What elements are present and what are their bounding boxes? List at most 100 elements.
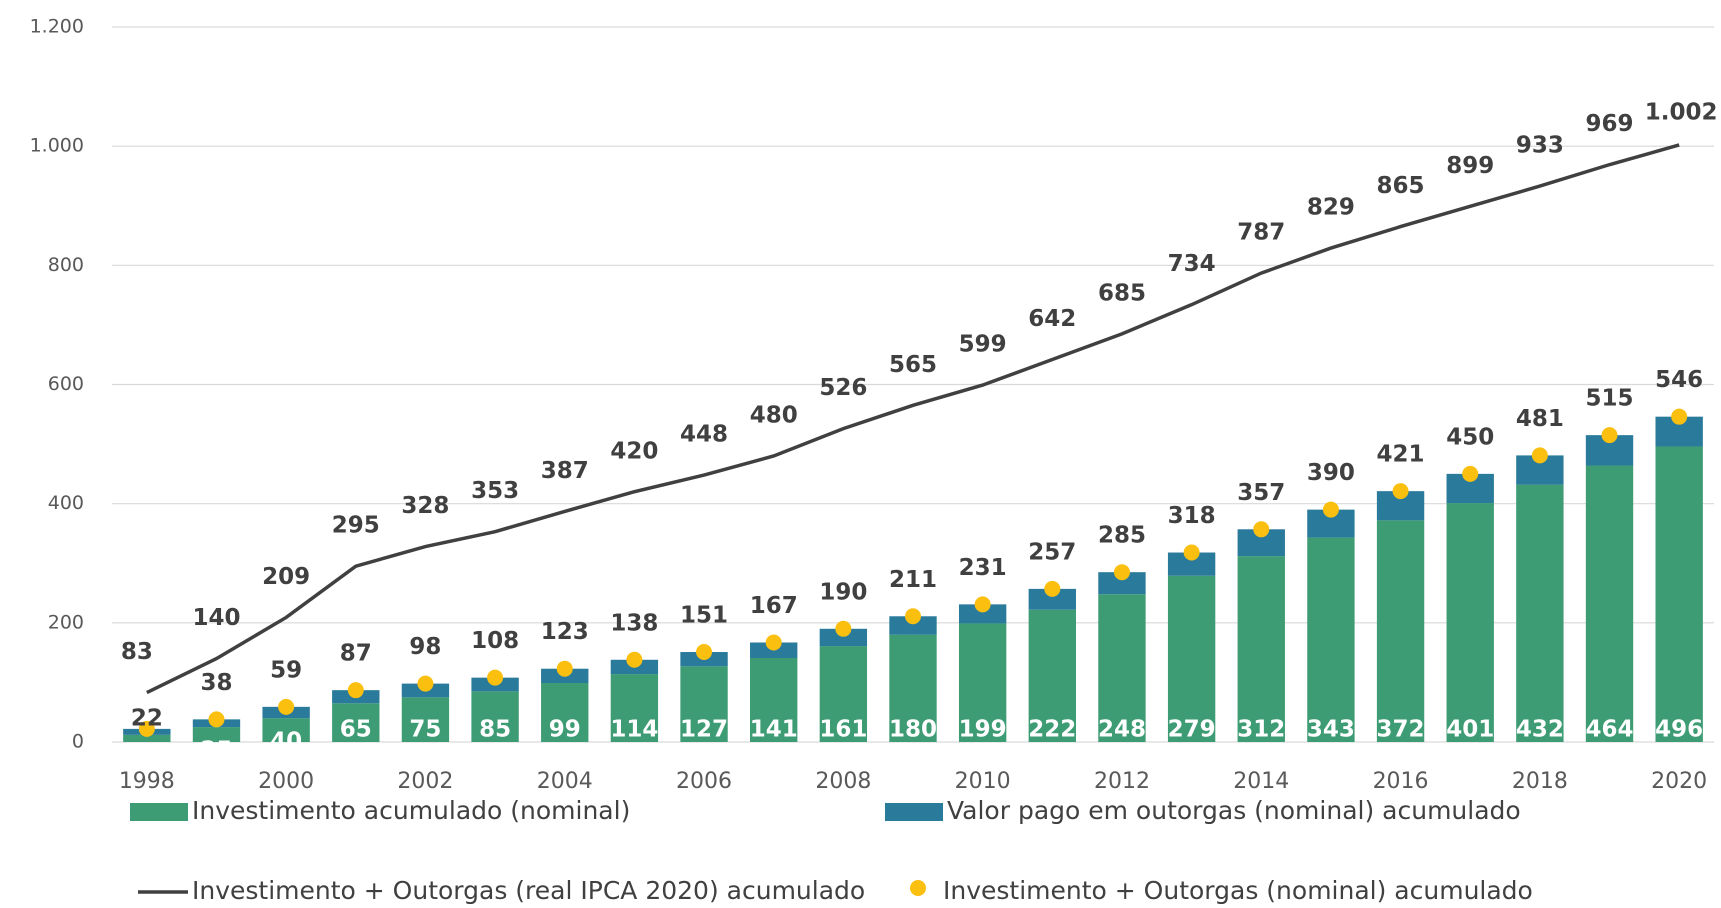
bar [1028,609,1076,742]
bar [1655,446,1703,742]
line-label: 969 [1586,111,1634,137]
bar [541,683,589,742]
bar [1167,552,1216,576]
total-label: 138 [610,610,658,636]
line-label: 526 [819,375,867,401]
bar [1098,572,1146,595]
total-label: 87 [340,641,372,667]
bar [1167,575,1216,742]
dot [905,608,921,625]
dot [1531,447,1548,464]
bar [123,734,171,742]
dot [1601,427,1618,444]
total-label: 546 [1655,367,1703,393]
dot [974,596,991,613]
y-tick-label: 400 [48,492,84,514]
total-label: 98 [409,634,441,660]
y-tick-label: 200 [48,611,84,633]
bar-label: 343 [1307,717,1355,743]
bar [401,697,450,742]
bar [819,646,868,742]
dot [626,651,643,668]
dot [556,660,573,677]
total-label: 481 [1516,406,1564,432]
bar [958,623,1007,742]
y-tick-label: 600 [48,373,84,395]
bar-label: 65 [340,717,372,743]
x-tick-label: 2004 [537,769,593,794]
bar [1237,556,1285,742]
line-label: 933 [1516,133,1564,159]
line-label: 734 [1168,251,1216,277]
bar-label: 496 [1655,717,1703,743]
bar-label: 127 [680,717,728,743]
line-label: 328 [401,493,449,519]
bar-label: 432 [1516,717,1564,743]
total-label: 211 [889,567,937,593]
legend-label: Investimento + Outorgas (nominal) acumul… [943,876,1533,905]
bar-label: 141 [750,717,798,743]
total-label: 167 [750,593,798,619]
total-label: 515 [1586,386,1634,412]
total-label: 108 [471,628,519,654]
dot [208,711,225,728]
total-label: 390 [1307,460,1355,486]
bar-label: 99 [549,717,581,743]
x-tick-label: 2010 [955,769,1011,794]
line-label: 420 [610,438,658,464]
y-tick-label: 1.200 [30,16,84,38]
line-label: 685 [1098,280,1146,306]
x-tick-label: 1998 [119,769,175,794]
dot [765,634,782,651]
bar-label: 248 [1098,717,1146,743]
total-label: 257 [1028,539,1076,565]
line-label: 448 [680,422,728,448]
bar [1098,594,1146,742]
dot [1253,521,1270,538]
dot [417,675,434,692]
bar-label: 372 [1377,717,1425,743]
x-tick-label: 2000 [258,769,314,794]
total-label: 59 [270,657,302,683]
bar-label: 85 [479,717,511,743]
x-tick-label: 2016 [1373,769,1429,794]
dot [1183,544,1200,561]
x-tick-label: 2002 [397,769,453,794]
legend-label: Valor pago em outorgas (nominal) acumula… [947,796,1521,825]
line-label: 480 [750,403,798,429]
legend-label: Investimento acumulado (nominal) [192,796,630,825]
x-tick-label: 2008 [815,769,871,794]
dot [1044,580,1061,597]
bar [332,703,380,742]
line-label: 599 [959,332,1007,358]
line-label: 865 [1377,173,1425,199]
x-tick-label: 2020 [1651,769,1707,794]
line-label: 1.002 [1645,99,1718,125]
dot [1392,483,1409,500]
dot [1671,408,1688,425]
y-tick-label: 0 [72,731,84,753]
bar-label: 464 [1586,717,1634,743]
bar [958,604,1007,624]
bar-label: 40 [270,729,302,755]
dot [1462,465,1479,482]
bar [1376,520,1425,742]
line [146,143,1680,695]
total-label: 190 [819,579,867,605]
x-tick-label: 2012 [1094,769,1150,794]
total-label: 123 [541,619,589,645]
bar-label: 199 [959,717,1007,743]
line-label: 829 [1307,195,1355,221]
total-label: 22 [131,705,163,731]
line-label: 899 [1446,153,1494,179]
bar-label: 161 [819,717,867,743]
legend-swatch [885,803,943,821]
bar [1585,465,1634,742]
total-label: 38 [200,670,232,696]
bar [1446,503,1494,742]
bar [889,616,937,635]
total-label: 357 [1237,480,1285,506]
dot [487,669,504,686]
total-label: 421 [1377,442,1425,468]
